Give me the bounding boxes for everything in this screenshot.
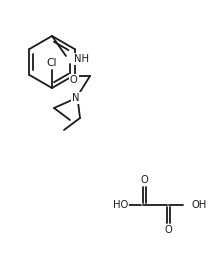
Text: O: O [140, 175, 148, 185]
Text: OH: OH [191, 200, 206, 210]
Text: NH: NH [74, 54, 89, 64]
Text: O: O [164, 225, 172, 235]
Text: N: N [72, 93, 80, 103]
Text: Cl: Cl [47, 58, 57, 68]
Text: HO: HO [113, 200, 129, 210]
Text: O: O [70, 75, 78, 85]
